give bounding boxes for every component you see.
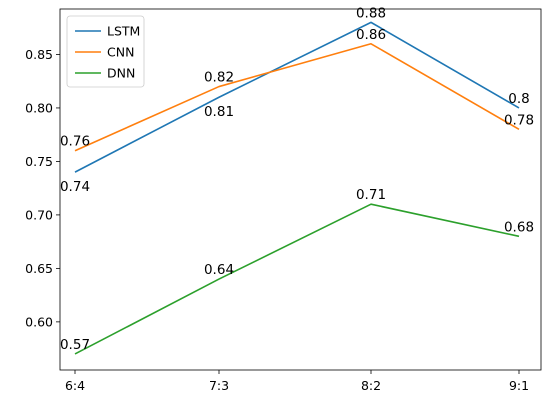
- data-label: 0.8: [508, 91, 529, 107]
- data-label: 0.88: [356, 5, 386, 21]
- data-label: 0.64: [204, 262, 234, 278]
- y-tick-label: 0.85: [25, 47, 53, 62]
- data-label: 0.57: [60, 337, 90, 353]
- x-tick-label: 9:1: [509, 378, 529, 393]
- legend-box: [66, 15, 145, 88]
- legend-label: LSTM: [107, 24, 140, 39]
- x-tick-label: 8:2: [361, 378, 381, 393]
- series-line-lstm: [74, 21, 520, 173]
- legend-label: CNN: [107, 45, 134, 60]
- data-label: 0.71: [356, 187, 386, 203]
- data-label: 0.78: [504, 112, 534, 128]
- data-labels: 0.74 0.81 0.88 0.8 0.76 0.82 0.86 0.78 0.57 0.64 0…: [60, 5, 534, 353]
- axes: 0.60 0.65 0.70 0.75 0.80 0.85 6:4 7:3 8:2 9:1: [25, 8, 542, 393]
- data-label: 0.86: [356, 27, 386, 43]
- y-tick-label: 0.75: [25, 154, 53, 169]
- y-tick-label: 0.80: [25, 100, 53, 115]
- x-tick-label: 7:3: [209, 378, 229, 393]
- y-tick-label: 0.60: [25, 314, 53, 329]
- data-label: 0.74: [60, 179, 90, 195]
- y-tick-label: 0.65: [25, 261, 53, 276]
- data-label: 0.68: [504, 219, 534, 235]
- data-label: 0.82: [204, 70, 234, 86]
- y-tick-label: 0.70: [25, 207, 53, 222]
- legend: LSTM CNN DNN: [66, 15, 145, 88]
- legend-label: DNN: [107, 66, 135, 81]
- series-line-dnn: [74, 203, 520, 355]
- x-tick-label: 6:4: [65, 378, 85, 393]
- data-label: 0.76: [60, 134, 90, 150]
- series-line-cnn: [74, 42, 520, 152]
- axes-frame: [59, 8, 542, 371]
- plot-area: [74, 21, 520, 355]
- data-label: 0.81: [204, 104, 234, 120]
